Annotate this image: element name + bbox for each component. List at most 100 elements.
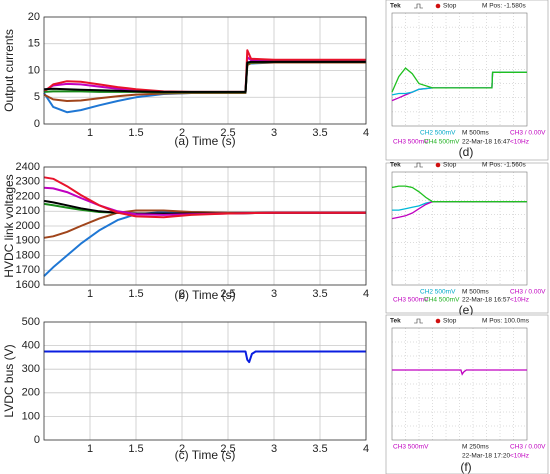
x-tick-label: 3.5	[312, 127, 327, 139]
x-tick-label: 4	[363, 443, 369, 455]
scope-readout: CH3 500mV	[393, 444, 429, 451]
y-tick-label: 5	[34, 91, 40, 103]
scope-screen	[391, 327, 528, 441]
x-tick-label: 1	[87, 288, 93, 300]
scope-readout: 22-Mar-18 17:20	[462, 453, 510, 460]
scope-readout: CH4 500mV	[424, 297, 460, 304]
scope-readout: <10Hz	[510, 139, 529, 146]
trigger-icon	[414, 318, 423, 324]
scope-readout: CH2 500mV	[420, 289, 456, 296]
y-tick-label: 0	[34, 434, 40, 446]
series-line	[43, 60, 366, 94]
x-tick-label: 1.5	[128, 127, 143, 139]
plot-frame	[43, 321, 367, 441]
y-tick-label: 0	[34, 118, 40, 130]
y-tick-label: 500	[22, 316, 40, 328]
plot-frame	[43, 16, 367, 125]
scope-readout: CH3 / 0.00V	[510, 130, 546, 137]
y-tick-label: 100	[22, 410, 40, 422]
x-tick-label: 3	[271, 443, 277, 455]
x-tick-label: 3.5	[312, 443, 327, 455]
scope-readout: CH3 / 0.00V	[510, 444, 546, 451]
scope-readout: <10Hz	[510, 453, 529, 460]
scope-frame	[385, 314, 549, 474]
x-axis-label: (b) Time (s)	[174, 288, 235, 302]
y-tick-label: 15	[28, 38, 40, 50]
scope-screen	[391, 171, 528, 286]
scope-readout: <10Hz	[510, 297, 529, 304]
y-tick-label: 2400	[16, 161, 40, 173]
series-line	[43, 60, 366, 93]
x-tick-label: 4	[363, 288, 369, 300]
y-tick-label: 200	[22, 387, 40, 399]
scope-readout: 22-Mar-18 16:47	[462, 139, 510, 146]
scope-position: M Pos: 100.0ms	[482, 318, 530, 325]
scope-trace	[391, 67, 527, 93]
y-tick-label: 1900	[16, 235, 40, 247]
x-tick-label: 2.5	[220, 443, 235, 455]
scope-readout: CH3 500mV	[393, 297, 429, 304]
y-tick-label: 10	[28, 64, 40, 76]
y-tick-label: 2300	[16, 176, 40, 188]
scope-frame	[385, 0, 549, 161]
y-tick-label: 300	[22, 363, 40, 375]
scope-status: Stop	[443, 318, 457, 325]
y-axis-label: HVDC link voltages	[2, 174, 16, 277]
series-line	[43, 61, 366, 102]
scope-status: Stop	[443, 162, 457, 169]
x-axis-label: (c) Time (s)	[175, 448, 236, 462]
x-tick-label: 3	[271, 288, 277, 300]
y-tick-label: 1600	[16, 279, 40, 291]
x-tick-label: 1	[87, 127, 93, 139]
scope-readout: CH4 500mV	[424, 139, 460, 146]
scope-readout: M 250ms	[462, 444, 489, 451]
scope-brand: Tek	[390, 162, 401, 169]
y-tick-label: 2100	[16, 205, 40, 217]
x-tick-label: 1	[87, 443, 93, 455]
scope-readout: M 500ms	[462, 289, 489, 296]
scope-position: M Pos: -1.580s	[482, 3, 526, 10]
scope-brand: Tek	[390, 3, 401, 10]
series-line	[43, 176, 366, 219]
series-line	[43, 61, 366, 114]
scope-trace	[392, 369, 527, 376]
scope-readout: CH3 / 0.00V	[510, 289, 546, 296]
scope-status: Stop	[443, 3, 457, 10]
stop-dot	[435, 318, 441, 324]
stop-dot	[435, 162, 441, 168]
scope-readout: CH3 500mV	[393, 139, 429, 146]
x-tick-label: 4	[363, 127, 369, 139]
x-tick-label: 2	[179, 127, 185, 139]
y-tick-label: 1700	[16, 264, 40, 276]
scope-readout: M 500ms	[462, 130, 489, 137]
x-axis-label: (a) Time (s)	[174, 134, 235, 148]
trigger-icon	[414, 3, 423, 9]
scope-position: M Pos: -1.560s	[482, 162, 526, 169]
x-tick-label: 2	[179, 443, 185, 455]
x-tick-label: 3	[271, 127, 277, 139]
scope-screen	[391, 12, 528, 127]
plot-frame	[43, 166, 367, 286]
scope-trace	[391, 185, 527, 203]
panel-caption: (f)	[460, 460, 471, 474]
y-tick-label: 1800	[16, 249, 40, 261]
x-tick-label: 2.5	[220, 288, 235, 300]
y-tick-label: 2200	[16, 190, 40, 202]
series-line	[44, 350, 366, 364]
y-axis-label: LVDC bus (V)	[2, 344, 16, 417]
x-tick-label: 1.5	[128, 288, 143, 300]
scope-readout: 22-Mar-18 16:57	[462, 297, 510, 304]
panel-caption: (d)	[459, 145, 474, 159]
panel-caption: (e)	[459, 303, 474, 317]
stop-dot	[435, 3, 441, 9]
y-tick-label: 400	[22, 340, 40, 352]
x-tick-label: 3.5	[312, 288, 327, 300]
y-tick-label: 20	[28, 11, 40, 23]
scope-brand: Tek	[390, 318, 401, 325]
x-tick-label: 1.5	[128, 443, 143, 455]
y-axis-label: Output currents	[2, 29, 16, 112]
x-tick-label: 2	[179, 288, 185, 300]
y-tick-label: 2000	[16, 220, 40, 232]
x-tick-label: 2.5	[220, 127, 235, 139]
